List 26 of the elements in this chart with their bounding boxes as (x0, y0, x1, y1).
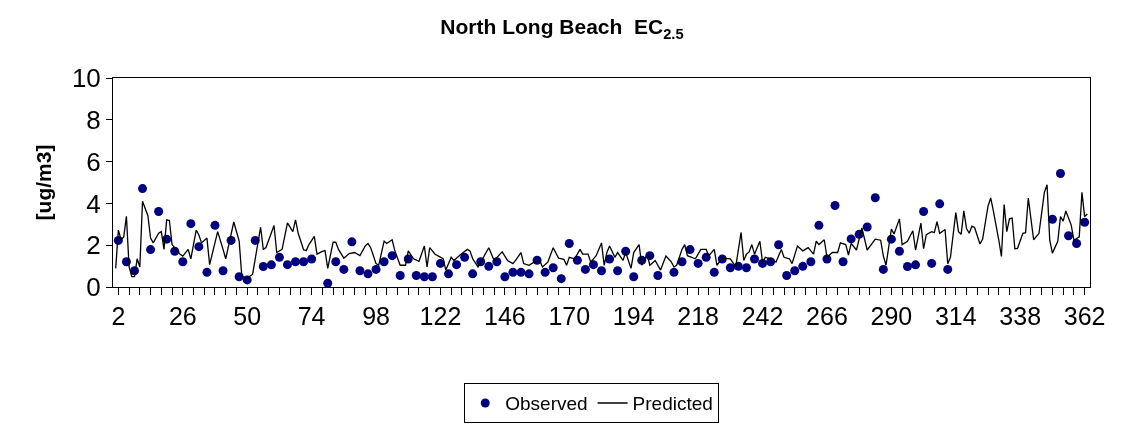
x-tick-label: 170 (548, 302, 591, 330)
x-tick-label: 338 (999, 302, 1042, 330)
x-tick-label: 26 (168, 302, 197, 330)
x-tick-label: 194 (612, 302, 655, 330)
x-tick-label: 2 (111, 302, 126, 330)
x-tick-label: 98 (362, 302, 390, 330)
legend-label: Observed (505, 393, 588, 415)
x-tick-label: 218 (677, 302, 719, 330)
x-tick-label: 362 (1063, 302, 1106, 330)
x-tick-label: 74 (297, 302, 326, 330)
legend-label: Predicted (632, 393, 713, 415)
y-tick-label: 0 (86, 272, 101, 303)
chart-title: North Long Beach EC$_{2.5}$ (440, 15, 684, 42)
x-tick-label: 314 (934, 302, 977, 330)
x-tick-label: 242 (741, 302, 784, 330)
x-tick-label: 146 (484, 302, 526, 330)
x-tick-label: 266 (806, 302, 848, 330)
x-tick-label: 122 (419, 302, 462, 330)
y-tick-label: 4 (86, 188, 101, 219)
x-tick-label: 50 (233, 302, 262, 330)
y-axis-title: [ug/m3] (32, 144, 56, 221)
x-tick-label: 290 (870, 302, 913, 330)
y-tick-label: 2 (86, 230, 101, 261)
y-tick-label: 8 (86, 104, 101, 135)
y-tick-label: 6 (86, 146, 101, 177)
y-tick-label: 10 (71, 63, 101, 94)
